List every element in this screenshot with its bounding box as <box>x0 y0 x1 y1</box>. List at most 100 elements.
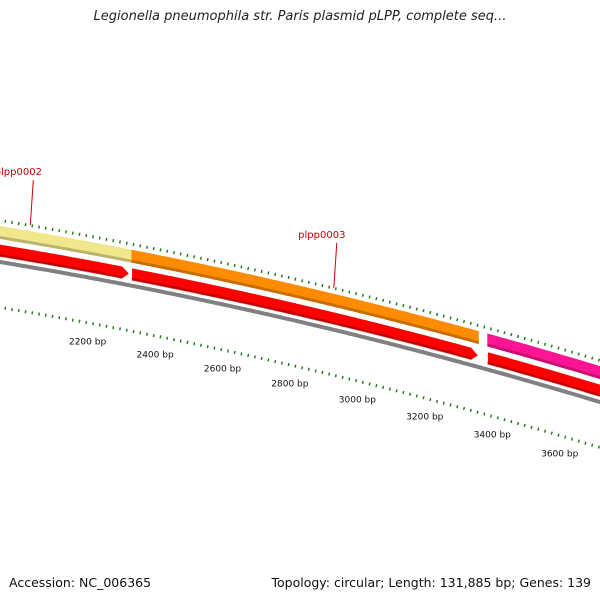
inner-tick-marks <box>4 306 600 449</box>
inner-tick-minor <box>577 439 580 443</box>
outer-tick-minor <box>199 256 202 260</box>
outer-tick-minor <box>125 241 128 245</box>
inner-tick-minor <box>489 414 493 418</box>
inner-tick-minor <box>402 390 405 395</box>
outer-tick-minor <box>85 233 88 238</box>
outer-tick-minor <box>287 275 290 280</box>
outer-tick-minor <box>415 307 418 311</box>
inner-tick-minor <box>240 352 243 356</box>
gene-feature-gene-3[interactable] <box>487 333 600 408</box>
inner-tick-minor <box>193 342 196 346</box>
outer-tick-minor <box>139 244 142 248</box>
scale-label: 3200 bp <box>406 412 443 422</box>
inner-tick-minor <box>274 359 277 364</box>
inner-tick-minor <box>31 311 34 315</box>
outer-tick-minor <box>449 316 452 320</box>
svg-text:plpp0003: plpp0003 <box>298 230 345 241</box>
outer-tick-minor <box>375 297 378 301</box>
inner-tick-minor <box>462 406 466 411</box>
inner-tick-minor <box>206 345 209 349</box>
map-title: Legionella pneumophila str. Paris plasmi… <box>93 9 507 24</box>
inner-tick-minor <box>38 312 40 316</box>
inner-tick-minor <box>456 405 459 409</box>
outer-tick-minor <box>564 348 567 352</box>
cds-arrow[interactable] <box>486 350 600 426</box>
outer-tick-minor <box>584 354 587 358</box>
scale-labels: 2200 bp 2400 bp 2600 bp 2800 bp 3000 bp 3200 … <box>69 337 579 459</box>
inner-tick-minor <box>220 347 223 352</box>
inner-tick-minor <box>24 310 27 314</box>
inner-tick-minor <box>375 384 378 388</box>
outer-tick-minor <box>119 240 121 244</box>
inner-tick-minor <box>314 369 317 373</box>
genome-backbone <box>0 259 600 405</box>
outer-tick-minor <box>240 265 243 269</box>
outer-tick-minor <box>274 272 277 277</box>
outer-tick-minor <box>395 302 398 306</box>
inner-tick-minor <box>119 327 121 331</box>
genome-backbone-line <box>0 259 600 405</box>
outer-tick-minor <box>226 262 229 266</box>
outer-tick-minor <box>355 292 358 296</box>
inner-tick-minor <box>530 425 533 429</box>
outer-tick-minor <box>44 226 47 230</box>
outer-tick-minor <box>220 260 223 265</box>
topology-summary: Topology: circular; Length: 131,885 bp; … <box>271 575 592 590</box>
outer-tick-minor <box>280 274 283 278</box>
outer-tick-minor <box>307 280 310 284</box>
outer-tick-minor <box>173 251 175 255</box>
outer-tick-minor <box>577 352 580 356</box>
inner-tick-minor <box>537 427 540 431</box>
inner-tick-minor <box>152 333 155 338</box>
inner-tick-minor <box>476 410 479 414</box>
inner-tick-minor <box>159 335 162 339</box>
outer-tick-minor <box>38 225 40 229</box>
inner-tick-minor <box>597 445 600 449</box>
inner-tick-minor <box>449 403 452 407</box>
inner-tick-minor <box>469 408 472 412</box>
outer-tick-minor <box>253 268 256 272</box>
inner-tick-minor <box>557 433 560 437</box>
outer-tick-minor <box>382 298 385 302</box>
outer-tick-minor <box>51 227 54 232</box>
gene-features <box>0 226 600 408</box>
scale-label: 2400 bp <box>136 350 173 360</box>
outer-tick-minor <box>31 224 34 228</box>
scale-label: 2200 bp <box>69 337 106 347</box>
inner-tick-minor <box>510 420 513 424</box>
cds-arrow[interactable] <box>130 266 480 361</box>
scale-label: 3000 bp <box>339 395 376 405</box>
inner-tick-minor <box>442 401 445 405</box>
outer-tick-minor <box>489 327 493 331</box>
inner-tick-minor <box>395 389 398 393</box>
gene-feature-plpp0002[interactable] <box>0 226 132 263</box>
outer-tick-minor <box>301 279 304 283</box>
inner-tick-minor <box>125 328 128 332</box>
gene-label-plpp0003: plpp0003 <box>298 230 345 288</box>
outer-tick-minor <box>78 232 81 236</box>
inner-tick-minor <box>409 392 412 396</box>
inner-tick-minor <box>44 313 47 317</box>
inner-tick-minor <box>584 441 587 445</box>
inner-tick-minor <box>348 377 351 381</box>
outer-tick-minor <box>442 314 445 318</box>
inner-tick-minor <box>523 423 526 428</box>
outer-tick-minor <box>166 249 169 253</box>
inner-tick-minor <box>78 319 81 323</box>
outer-tick-minor <box>179 252 182 256</box>
inner-tick-minor <box>301 366 304 370</box>
outer-tick-minor <box>152 246 155 251</box>
inner-tick-minor <box>388 387 391 391</box>
inner-tick-minor <box>186 340 189 345</box>
inner-tick-minor <box>355 379 358 383</box>
cds-arrow[interactable] <box>0 243 131 280</box>
outer-tick-minor <box>24 223 27 227</box>
inner-tick-minor <box>564 435 567 439</box>
inner-tick-minor <box>496 416 499 420</box>
gene-feature-plpp0003[interactable] <box>131 249 479 345</box>
outer-tick-minor <box>206 258 209 262</box>
outer-tick-minor <box>503 331 506 335</box>
